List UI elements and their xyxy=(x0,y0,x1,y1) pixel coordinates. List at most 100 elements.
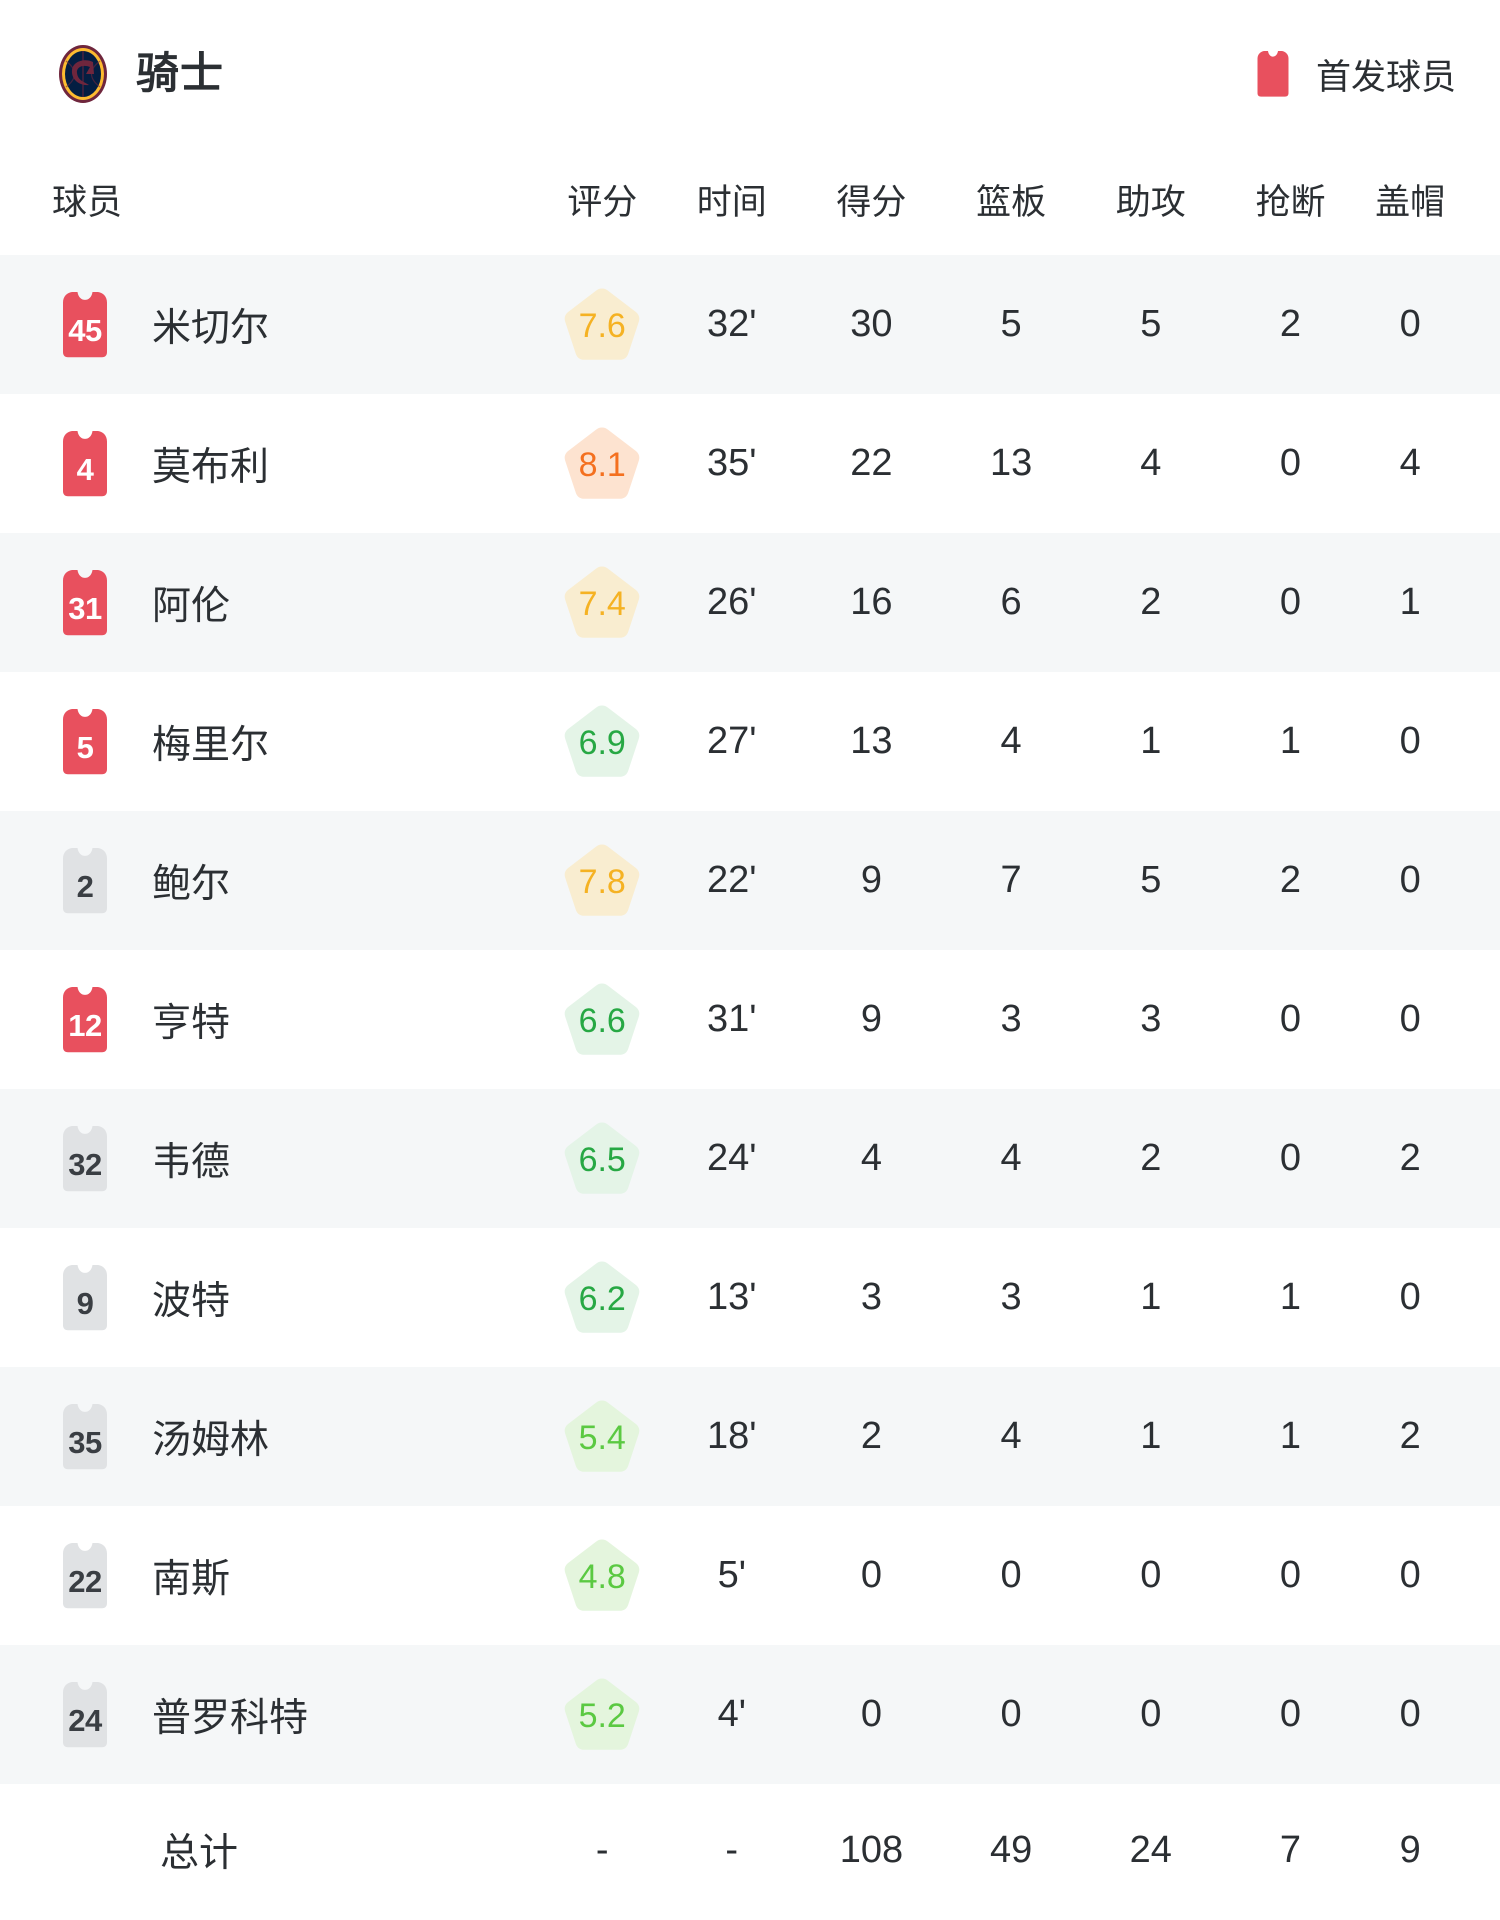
player-cell[interactable]: 2 鲍尔 xyxy=(0,811,543,950)
stat-assists: 5 xyxy=(1140,859,1162,901)
column-header-steals[interactable]: 抢断 xyxy=(1220,148,1361,255)
table-row[interactable]: 9 波特 6.2 13' 3 3 1 1 0 xyxy=(0,1228,1500,1367)
stat-rebounds: 7 xyxy=(1000,859,1022,901)
stat-points: 16 xyxy=(850,581,893,623)
stat-minutes: 24' xyxy=(706,1137,757,1179)
stat-steals: 0 xyxy=(1279,581,1302,623)
rating-badge: 6.2 xyxy=(559,1256,645,1340)
player-cell[interactable]: 31 阿伦 xyxy=(0,533,543,672)
table-row[interactable]: 31 阿伦 7.4 26' 16 6 2 0 1 xyxy=(0,533,1500,672)
rating-cell: 6.5 xyxy=(543,1089,662,1228)
table-row[interactable]: 35 汤姆林 5.4 18' 2 4 1 1 2 xyxy=(0,1367,1500,1506)
stat-points: 2 xyxy=(860,1415,882,1457)
stat-rebounds: 4 xyxy=(1000,1137,1022,1179)
player-cell[interactable]: 32 韦德 xyxy=(0,1089,543,1228)
rating-cell: 6.9 xyxy=(543,672,662,811)
player-cell[interactable]: 35 汤姆林 xyxy=(0,1367,543,1506)
table-row[interactable]: 24 普罗科特 5.2 4' 0 0 0 0 0 xyxy=(0,1645,1500,1784)
stat-points: 9 xyxy=(860,859,882,901)
rating-value: 6.2 xyxy=(578,1280,626,1318)
rating-badge: 4.8 xyxy=(559,1534,645,1618)
stat-minutes: 22' xyxy=(706,859,757,901)
player-cell[interactable]: 5 梅里尔 xyxy=(0,672,543,811)
column-header-minutes[interactable]: 时间 xyxy=(661,148,802,255)
rating-badge: 7.8 xyxy=(559,839,645,923)
stat-blocks: 0 xyxy=(1399,859,1421,901)
stat-rebounds: 13 xyxy=(989,442,1033,484)
stat-assists: 2 xyxy=(1140,1137,1162,1179)
column-header-player[interactable]: 球员 xyxy=(0,148,543,255)
player-cell[interactable]: 22 南斯 xyxy=(0,1506,543,1645)
rating-cell: 4.8 xyxy=(543,1506,662,1645)
table-row[interactable]: 5 梅里尔 6.9 27' 13 4 1 1 0 xyxy=(0,672,1500,811)
player-cell[interactable]: 4 莫布利 xyxy=(0,394,543,533)
rating-value: 7.4 xyxy=(578,585,626,623)
player-cell[interactable]: 12 亨特 xyxy=(0,950,543,1089)
table-row[interactable]: 12 亨特 6.6 31' 9 3 3 0 0 xyxy=(0,950,1500,1089)
stat-points: 3 xyxy=(860,1276,882,1318)
stat-minutes: 26' xyxy=(706,581,757,623)
team-identity[interactable]: 骑士 xyxy=(52,43,224,105)
stat-steals: 0 xyxy=(1279,1137,1302,1179)
jersey-icon: 32 xyxy=(52,1123,118,1195)
jersey-icon: 22 xyxy=(52,1540,118,1612)
totals-points: 108 xyxy=(839,1828,904,1871)
table-row[interactable]: 4 莫布利 8.1 35' 22 13 4 0 4 xyxy=(0,394,1500,533)
stat-points: 0 xyxy=(860,1693,882,1735)
stat-rebounds: 4 xyxy=(1000,1415,1022,1457)
stat-steals: 1 xyxy=(1279,720,1302,762)
player-cell[interactable]: 45 米切尔 xyxy=(0,255,543,394)
jersey-number: 45 xyxy=(68,312,102,348)
jersey-icon xyxy=(1250,49,1296,99)
stat-assists: 1 xyxy=(1140,720,1162,762)
stat-minutes: 32' xyxy=(706,303,757,345)
column-header-points[interactable]: 得分 xyxy=(801,148,942,255)
column-header-rebounds[interactable]: 篮板 xyxy=(941,148,1081,255)
totals-row: 总计 - - 108 49 24 7 9 xyxy=(0,1784,1500,1916)
stat-steals: 0 xyxy=(1279,998,1302,1040)
table-row[interactable]: 45 米切尔 7.6 32' 30 5 5 2 0 xyxy=(0,255,1500,394)
stat-blocks: 0 xyxy=(1399,998,1421,1040)
totals-blocks: 9 xyxy=(1399,1828,1421,1871)
table-row[interactable]: 22 南斯 4.8 5' 0 0 0 0 0 xyxy=(0,1506,1500,1645)
team-name: 骑士 xyxy=(136,49,224,98)
rating-value: 6.6 xyxy=(578,1002,626,1040)
column-header-rating[interactable]: 评分 xyxy=(542,148,662,255)
rating-cell: 6.2 xyxy=(543,1228,662,1367)
player-name: 普罗科特 xyxy=(152,1696,309,1740)
stat-assists: 2 xyxy=(1140,581,1162,623)
jersey-number: 9 xyxy=(76,1285,94,1321)
stat-points: 13 xyxy=(850,720,893,762)
player-name: 鲍尔 xyxy=(152,862,231,906)
jersey-icon: 2 xyxy=(52,845,118,917)
stat-rebounds: 0 xyxy=(1000,1554,1022,1596)
rating-cell: 7.4 xyxy=(543,533,662,672)
stat-rebounds: 6 xyxy=(1000,581,1022,623)
jersey-number: 35 xyxy=(68,1424,102,1460)
totals-label: 总计 xyxy=(160,1832,239,1875)
rating-cell: 5.4 xyxy=(543,1367,662,1506)
column-header-blocks[interactable]: 盖帽 xyxy=(1360,148,1500,255)
rating-value: 8.1 xyxy=(578,446,626,484)
team-header: 骑士 首发球员 xyxy=(0,0,1500,148)
stat-blocks: 0 xyxy=(1399,1693,1421,1735)
rating-cell: 8.1 xyxy=(543,394,662,533)
rating-value: 6.9 xyxy=(578,724,626,762)
player-cell[interactable]: 24 普罗科特 xyxy=(0,1645,543,1784)
rating-badge: 6.9 xyxy=(559,700,645,784)
jersey-number: 31 xyxy=(68,590,102,626)
table-body: 45 米切尔 7.6 32' 30 5 5 2 0 xyxy=(0,255,1500,1784)
stat-blocks: 0 xyxy=(1399,1554,1421,1596)
stat-steals: 0 xyxy=(1279,1554,1302,1596)
stat-steals: 0 xyxy=(1279,442,1302,484)
table-row[interactable]: 2 鲍尔 7.8 22' 9 7 5 2 0 xyxy=(0,811,1500,950)
table-row[interactable]: 32 韦德 6.5 24' 4 4 2 0 2 xyxy=(0,1089,1500,1228)
stat-blocks: 0 xyxy=(1399,1276,1421,1318)
stat-steals: 1 xyxy=(1279,1415,1302,1457)
player-cell[interactable]: 9 波特 xyxy=(0,1228,543,1367)
rating-value: 6.5 xyxy=(578,1141,626,1179)
jersey-number: 2 xyxy=(76,868,94,904)
cavaliers-logo-icon xyxy=(52,43,114,105)
column-header-assists[interactable]: 助攻 xyxy=(1080,148,1221,255)
stat-rebounds: 5 xyxy=(1000,303,1022,345)
